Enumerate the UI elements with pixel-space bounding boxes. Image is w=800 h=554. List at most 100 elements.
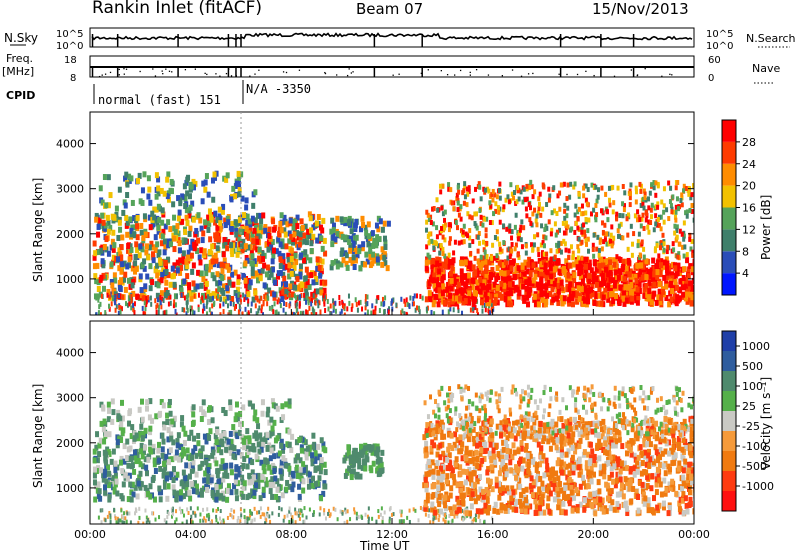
scatter-cell-788 (156, 224, 161, 231)
nave-dot-59 (139, 70, 141, 73)
scatter-cell-2296 (599, 256, 604, 263)
nave-dot-31 (392, 74, 394, 76)
scatter-cell-1247 (197, 304, 200, 310)
scatter-cell-1554 (408, 303, 411, 309)
scatter-cell-1190 (171, 508, 174, 513)
scatter-cell-948 (154, 193, 159, 200)
scatter-cell-2948 (498, 181, 502, 187)
scatter-cell-3377 (435, 225, 439, 231)
scatter-cell-633 (252, 493, 257, 500)
scatter-cell-3038 (656, 181, 660, 187)
scatter-cell-366 (315, 237, 320, 244)
scatter-cell-434 (168, 241, 173, 248)
scatter-cell-87 (92, 472, 97, 479)
scatter-cell-1024 (142, 171, 147, 178)
scatter-cell-282 (133, 449, 138, 456)
scatter-cell-744 (157, 412, 162, 419)
scatter-cell-3198 (582, 222, 586, 228)
scatter-cell-3393 (576, 216, 580, 222)
scatter-cell-3176 (490, 220, 494, 226)
scatter-cell-756 (118, 424, 123, 431)
scatter-cell-1130 (366, 221, 371, 228)
scatter-cell-459 (265, 480, 270, 487)
scatter-cell-2509 (437, 262, 442, 269)
scatter-cell-308 (156, 228, 161, 235)
scatter-cell-753 (267, 419, 272, 426)
nave-dot-57 (324, 71, 326, 74)
scatter-cell-1000 (203, 219, 208, 226)
scatter-cell-857 (227, 279, 232, 286)
scatter-cell-2696 (634, 277, 639, 284)
scatter-cell-426 (297, 284, 302, 291)
scatter-cell-3074 (450, 200, 454, 206)
scatter-cell-975 (259, 506, 262, 511)
scatter-cell-820 (357, 463, 362, 470)
scatter-cell-981 (180, 193, 185, 200)
freq-panel: Freq. [MHz] 18 8 60 0 Nave (2, 52, 780, 84)
nave-dot-14 (101, 74, 103, 76)
scatter-cell-599 (181, 483, 186, 490)
scatter-cell-1531 (219, 303, 222, 309)
scatter-cell-1931 (430, 263, 435, 270)
scatter-cell-758 (156, 282, 161, 289)
scatter-cell-2679 (478, 276, 483, 283)
scatter-cell-1064 (380, 246, 385, 253)
scatter-cell-1431 (370, 310, 373, 315)
scatter-cell-3029 (595, 246, 599, 252)
scatter-cell-1458 (387, 309, 390, 315)
scatter-cell-1037 (166, 219, 171, 226)
scatter-cell-2323 (488, 293, 493, 300)
scatter-cell-3241 (484, 187, 488, 193)
scatter-cell-1150 (408, 519, 411, 524)
scatter-cell-484 (264, 271, 269, 278)
scatter-cell-2680 (647, 288, 652, 295)
scatter-cell-623 (207, 248, 212, 255)
scatter-cell-2199 (667, 301, 672, 308)
scatter-cell-741 (201, 399, 206, 406)
scatter-cell-360 (255, 277, 260, 284)
scatter-cell-140 (215, 288, 220, 295)
scatter-cell-834 (202, 248, 207, 255)
scatter-cell-941 (236, 175, 241, 182)
scatter-cell-836 (119, 268, 124, 275)
scatter-cell-1116 (375, 253, 380, 260)
scatter-cell-2307 (559, 267, 564, 274)
scatter-cell-2919 (639, 223, 643, 229)
scatter-cell-357 (279, 259, 284, 266)
scatter-cell-1427 (118, 293, 121, 299)
scatter-cell-1223 (109, 513, 112, 518)
scatter-cell-84 (192, 480, 197, 487)
scatter-cell-1228 (220, 519, 223, 524)
scatter-cell-708 (167, 402, 172, 409)
scatter-cell-1021 (474, 518, 477, 523)
scatter-cell-2105 (540, 296, 545, 303)
scatter-cell-724 (253, 409, 258, 416)
scatter-cell-1604 (425, 306, 428, 312)
scatter-cell-3252 (683, 244, 687, 250)
scatter-cell-330 (285, 441, 290, 448)
scatter-cell-1466 (186, 304, 189, 310)
scatter-cell-1042 (150, 210, 155, 217)
scatter-cell-2713 (622, 276, 627, 283)
scatter-cell-1432 (202, 303, 205, 309)
scatter-cell-2529 (493, 296, 498, 303)
scatter-cell-419 (117, 247, 122, 254)
scatter-cell-3031 (637, 255, 641, 261)
scatter-cell-1285 (413, 293, 416, 299)
scatter-cell-1616 (257, 308, 260, 314)
scatter-cell-245 (134, 458, 139, 465)
scatter-cell-2441 (502, 282, 507, 289)
scatter-cell-335 (95, 431, 100, 438)
scatter-cell-1214 (202, 507, 205, 512)
scatter-cell-2885 (615, 211, 619, 217)
scatter-cell-381 (184, 214, 189, 221)
scatter-cell-322 (206, 433, 211, 440)
scatter-cell-710 (207, 405, 212, 412)
scatter-cell-1024 (100, 520, 103, 524)
scatter-cell-813 (98, 291, 103, 298)
scatter-cell-27 (137, 474, 142, 481)
scatter-cell-806 (269, 416, 274, 423)
scatter-cell-928 (308, 507, 311, 512)
scatter-cell-1093 (323, 511, 326, 516)
scatter-cell-1009 (251, 518, 254, 523)
